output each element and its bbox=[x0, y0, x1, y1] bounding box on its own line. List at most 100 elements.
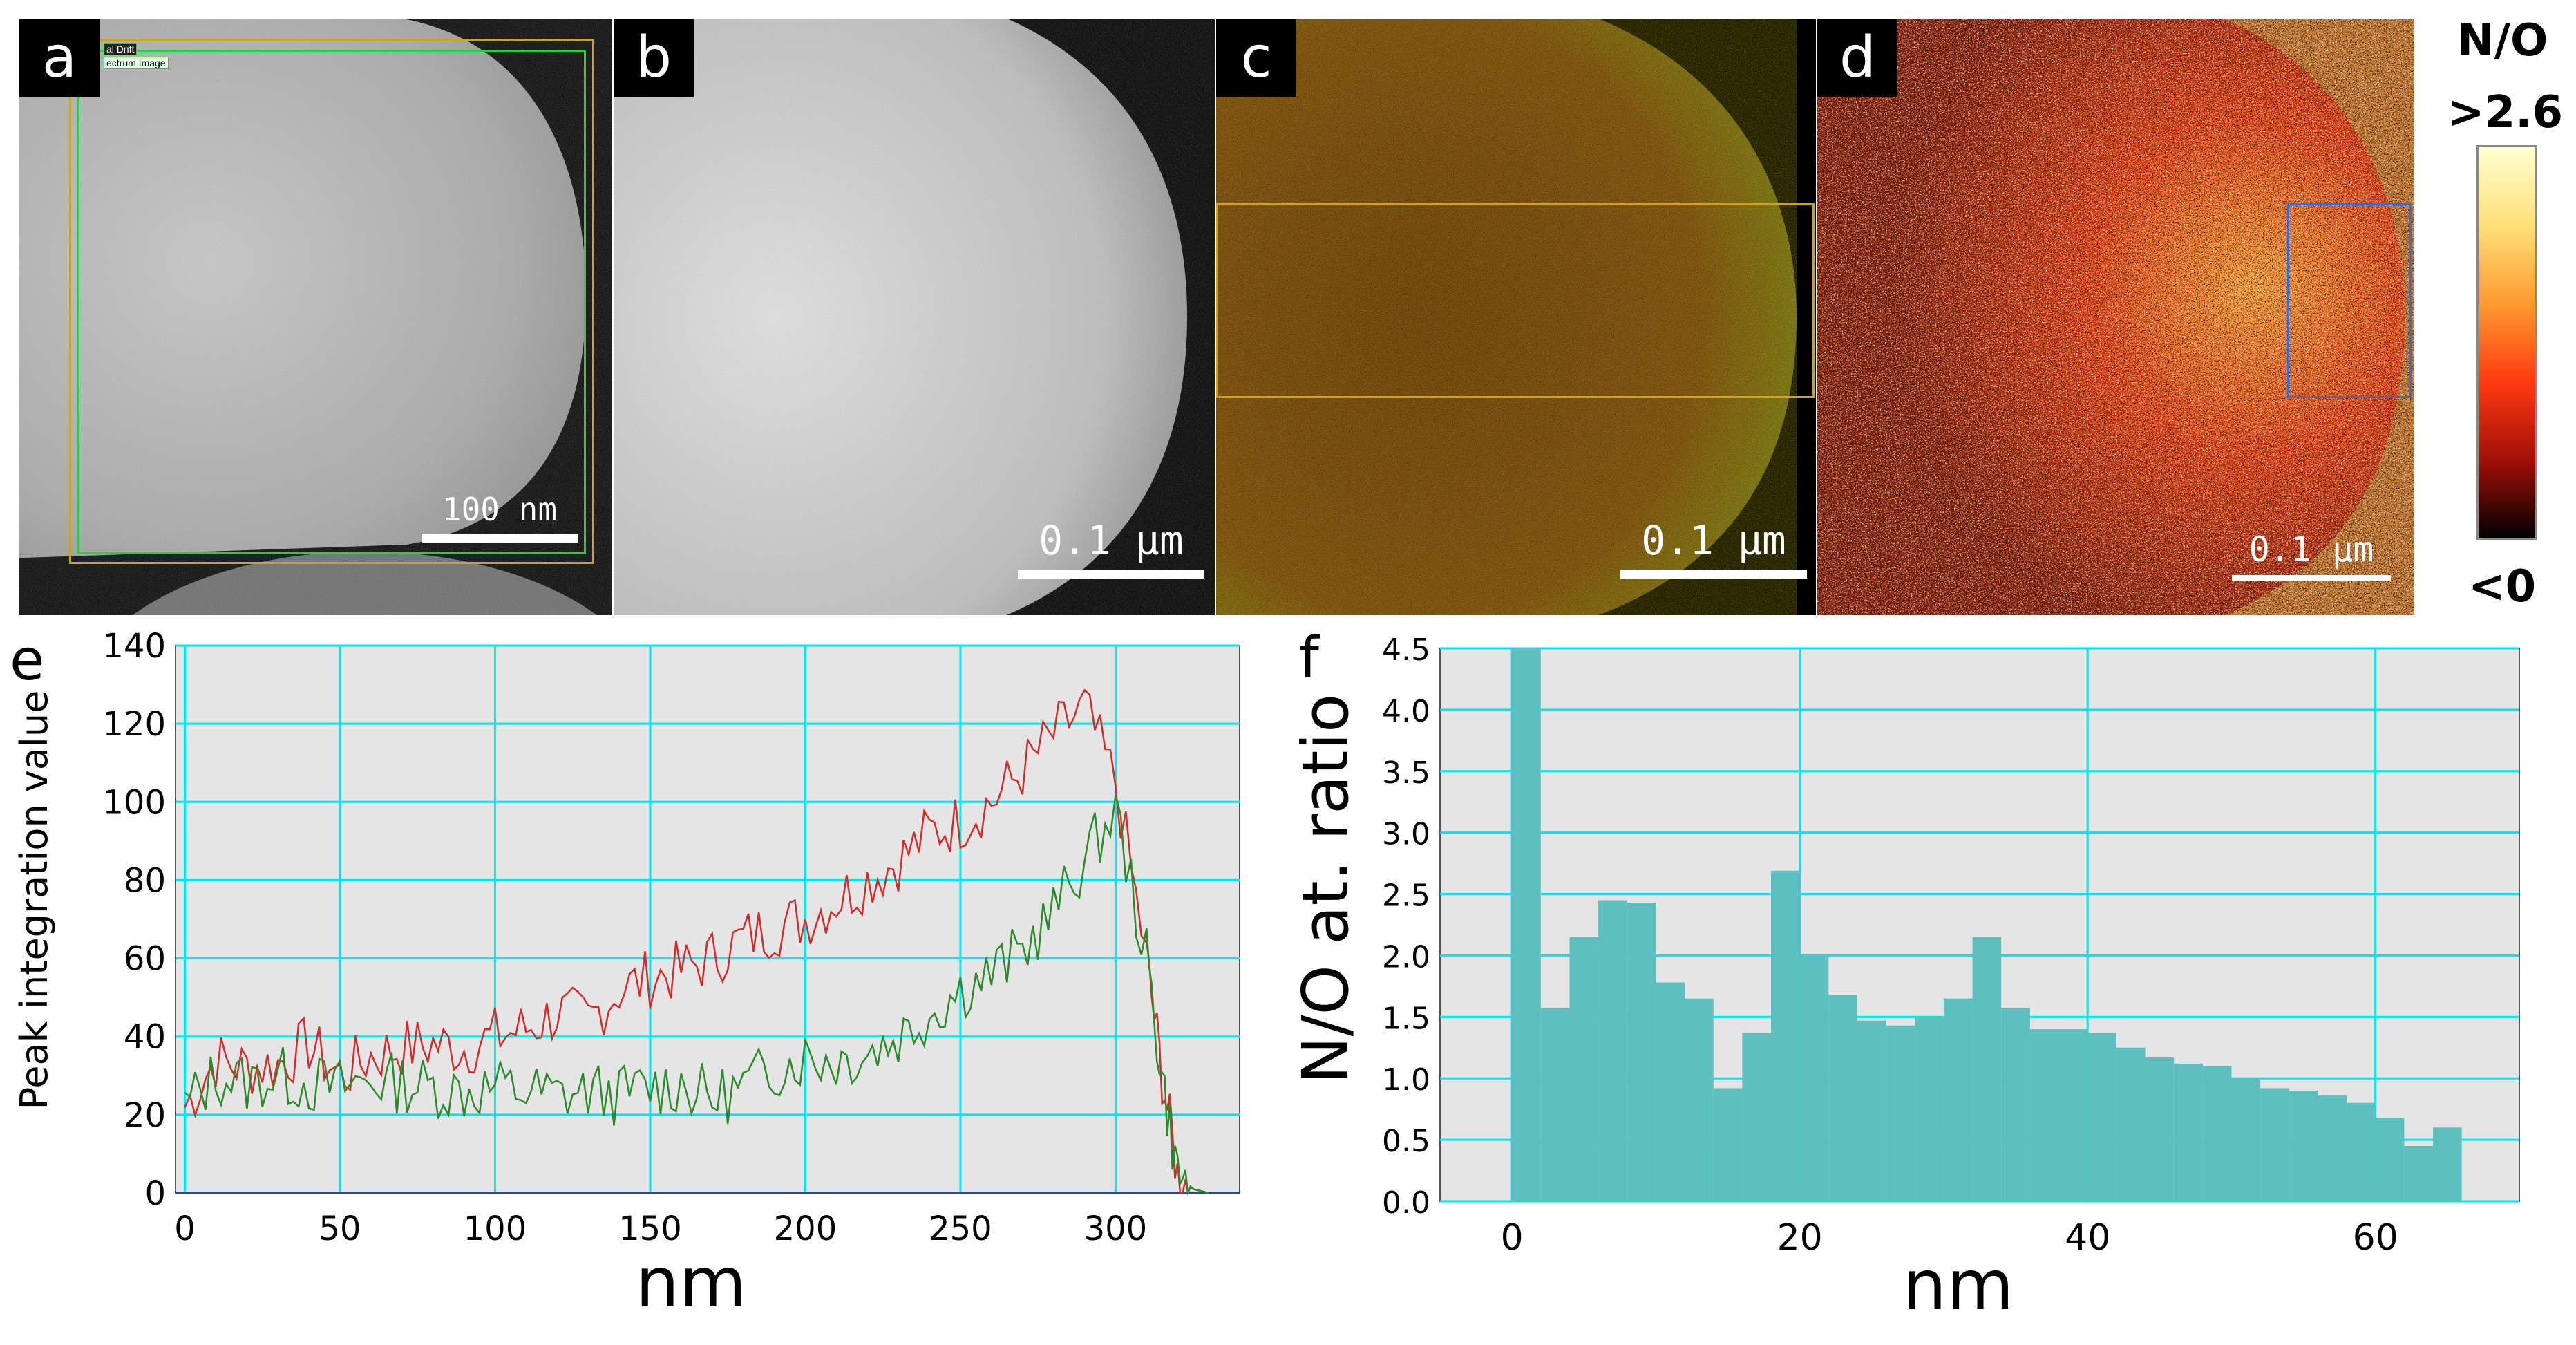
chart-e-series-red bbox=[184, 688, 1209, 1196]
chart-f-bar bbox=[1742, 1033, 1772, 1201]
chart-e-xtick-label: 50 bbox=[319, 1210, 361, 1248]
chart-f-bar bbox=[1598, 900, 1627, 1201]
panel-b-scale-bar: 0.1 µm bbox=[1018, 517, 1204, 579]
chart-f-bar bbox=[1857, 1020, 1886, 1201]
panel-c-scale-bar-label: 0.1 µm bbox=[1641, 517, 1786, 564]
panel-e-letter: e bbox=[10, 628, 45, 693]
chart-f-ytick-label: 1.5 bbox=[1382, 1001, 1430, 1036]
panel-c-letter: c bbox=[1216, 19, 1296, 97]
chart-f-bar bbox=[1972, 937, 2002, 1201]
chart-e-xtick-label: 200 bbox=[774, 1210, 837, 1248]
panel-a-overlay-label-1: al Drift bbox=[104, 43, 138, 55]
panel-b-image: 0.1 µm b bbox=[614, 19, 1215, 615]
panel-c-elemental-map bbox=[1216, 19, 1797, 615]
chart-e-xtick-label: 100 bbox=[464, 1210, 527, 1248]
chart-f-xtick-label: 40 bbox=[2065, 1217, 2110, 1259]
panel-c-selection-box bbox=[1216, 203, 1815, 398]
panel-a-image: al Drift ectrum Image 100 nm a bbox=[19, 19, 612, 615]
chart-f-bar bbox=[1713, 1088, 1743, 1201]
chart-e-xtick-label: 250 bbox=[929, 1210, 992, 1248]
panel-a-scale-bar-label: 100 nm bbox=[442, 491, 558, 528]
chart-f-bar bbox=[2087, 1033, 2116, 1201]
chart-e-xtick-label: 0 bbox=[174, 1210, 196, 1248]
chart-f-bar bbox=[2029, 1029, 2059, 1201]
chart-f-bar bbox=[1685, 998, 1714, 1201]
chart-f-bar bbox=[1656, 982, 1685, 1201]
chart-f-ytick-label: 3.5 bbox=[1382, 755, 1430, 791]
chart-f-bar bbox=[2058, 1029, 2088, 1201]
panel-b-micrograph bbox=[614, 19, 1215, 615]
panel-d-selection-box bbox=[2287, 203, 2412, 398]
panel-b-letter: b bbox=[614, 19, 694, 97]
chart-e-ytick-label: 60 bbox=[124, 940, 166, 979]
chart-f: 0 20 40 60 0.0 0.5 1.0 1.5 2.0 2.5 3.0 3.5 4.0 4.5 nm… bbox=[1292, 632, 2520, 1326]
chart-f-ytick-label: 4.5 bbox=[1382, 632, 1430, 668]
chart-f-bar bbox=[2318, 1095, 2347, 1201]
chart-f-bar bbox=[1828, 995, 1857, 1201]
panel-a-letter: a bbox=[19, 19, 100, 97]
chart-e-xlabel: nm bbox=[636, 1242, 747, 1323]
colorbar-title: N/O bbox=[2457, 15, 2548, 66]
panel-f-letter: f bbox=[1299, 626, 1319, 691]
chart-f-ytick-label: 4.0 bbox=[1382, 694, 1430, 729]
panel-a-outer-box bbox=[69, 39, 594, 564]
chart-f-bar bbox=[1943, 998, 1973, 1201]
chart-f-bar bbox=[2375, 1118, 2405, 1201]
panel-d-image: 0.1 µm d bbox=[1817, 19, 2414, 615]
chart-f-bar bbox=[2260, 1088, 2289, 1201]
panel-d-scale-bar: 0.1 µm bbox=[2232, 529, 2391, 581]
colorbar-min-label: <0 bbox=[2468, 561, 2537, 612]
chart-e-ylabel: Peak integration value bbox=[12, 690, 56, 1110]
chart-f-bar bbox=[2433, 1127, 2462, 1201]
chart-f-bar bbox=[1627, 903, 1656, 1201]
chart-e-series-green bbox=[184, 794, 1209, 1194]
chart-f-ytick-label: 3.0 bbox=[1382, 817, 1430, 852]
chart-f-ytick-label: 2.0 bbox=[1382, 939, 1430, 975]
panel-b-scale-bar-label: 0.1 µm bbox=[1039, 517, 1184, 564]
panel-d-scale-bar-label: 0.1 µm bbox=[2248, 529, 2374, 570]
chart-f-bar bbox=[2404, 1146, 2434, 1201]
chart-f-ytick-label: 1.0 bbox=[1382, 1062, 1430, 1098]
panel-a-scale-bar: 100 nm bbox=[422, 491, 578, 543]
chart-f-bar bbox=[2347, 1102, 2376, 1201]
chart-f-bar bbox=[2202, 1066, 2232, 1201]
chart-f-ytick-label: 2.5 bbox=[1382, 878, 1430, 914]
chart-f-bar bbox=[2116, 1047, 2146, 1201]
chart-f-bar bbox=[1915, 1017, 1944, 1201]
panel-c-image: 0.1 µm c bbox=[1216, 19, 1816, 615]
chart-e-ytick-label: 40 bbox=[124, 1018, 166, 1057]
chart-e-ytick-label: 140 bbox=[102, 627, 166, 666]
chart-f-bar bbox=[1512, 648, 1541, 1201]
panel-d-letter: d bbox=[1817, 19, 1897, 97]
chart-f-xtick-label: 60 bbox=[2353, 1217, 2398, 1259]
chart-f-bar bbox=[2231, 1078, 2261, 1201]
chart-f-bar bbox=[1799, 955, 1829, 1201]
colorbar-max-label: >2.6 bbox=[2447, 87, 2563, 138]
panel-a-overlay-label-2: ectrum Image bbox=[104, 57, 169, 69]
chart-f-ytick-label: 0.0 bbox=[1382, 1185, 1430, 1221]
panel-c-scale-bar: 0.1 µm bbox=[1620, 517, 1807, 579]
chart-e-plot-area bbox=[175, 645, 1240, 1194]
chart-f-bar bbox=[2145, 1057, 2175, 1201]
colorbar-gradient bbox=[2476, 145, 2537, 540]
panel-d-ratio-map bbox=[1817, 19, 2414, 615]
panel-a-micrograph bbox=[19, 19, 612, 615]
chart-e-xtick-label: 300 bbox=[1084, 1210, 1148, 1248]
chart-f-xtick-label: 20 bbox=[1777, 1217, 1823, 1259]
chart-f-bar bbox=[1569, 937, 1599, 1201]
chart-f-xtick-label: 0 bbox=[1501, 1217, 1524, 1259]
chart-f-bar bbox=[2174, 1063, 2203, 1201]
chart-e-ytick-label: 0 bbox=[144, 1174, 166, 1213]
chart-f-bar bbox=[2289, 1091, 2318, 1201]
chart-e-xtick-label: 150 bbox=[618, 1210, 682, 1248]
chart-e-ytick-label: 100 bbox=[102, 783, 166, 822]
panel-a-inner-box bbox=[77, 50, 586, 554]
chart-f-ytick-label: 0.5 bbox=[1382, 1124, 1430, 1159]
chart-f-xlabel: nm bbox=[1903, 1245, 2014, 1326]
chart-e-ytick-label: 120 bbox=[102, 705, 166, 744]
chart-e-ytick-label: 20 bbox=[124, 1096, 166, 1135]
chart-f-bar bbox=[1540, 1008, 1570, 1201]
chart-e-ytick-label: 80 bbox=[124, 861, 166, 900]
chart-f-bar bbox=[1886, 1025, 1915, 1201]
